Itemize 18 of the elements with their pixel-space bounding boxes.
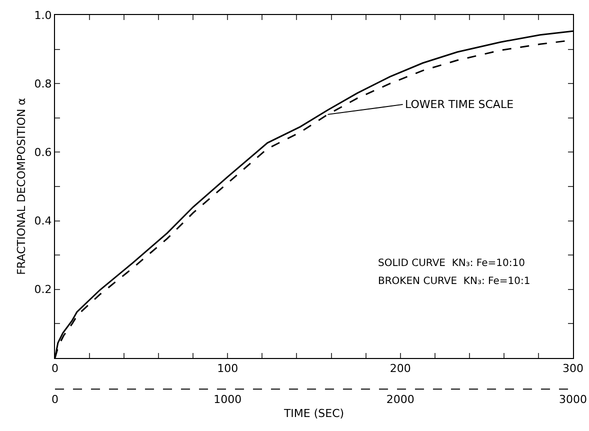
y-tick-label: 0.4: [34, 214, 52, 228]
x-axis-title: TIME (SEC): [282, 407, 344, 420]
y-axis-title: FRACTIONAL DECOMPOSITION α: [14, 98, 28, 275]
y-tick-label: 0.6: [34, 146, 52, 160]
annotation: SOLID CURVE KN₃: Fe=10:10: [378, 258, 525, 269]
annotation: BROKEN CURVE KN₃: Fe=10:1: [378, 276, 530, 287]
annotation: LOWER TIME SCALE: [405, 98, 514, 111]
x-tick-label: 300: [562, 362, 584, 376]
x2-tick-label: 3000: [559, 393, 587, 406]
x2-tick-label: 0: [52, 393, 58, 406]
x2-tick-label: 2000: [386, 393, 414, 406]
x-tick-label: 0: [52, 362, 58, 376]
y-tick-label: 0.2: [34, 283, 52, 296]
y-tick-label: 1.0: [34, 8, 52, 22]
y-tick-label: 0.8: [34, 77, 52, 90]
x2-tick-label: 1000: [214, 393, 242, 406]
x-tick-label: 200: [390, 362, 411, 376]
x-tick-label: 100: [217, 362, 238, 376]
